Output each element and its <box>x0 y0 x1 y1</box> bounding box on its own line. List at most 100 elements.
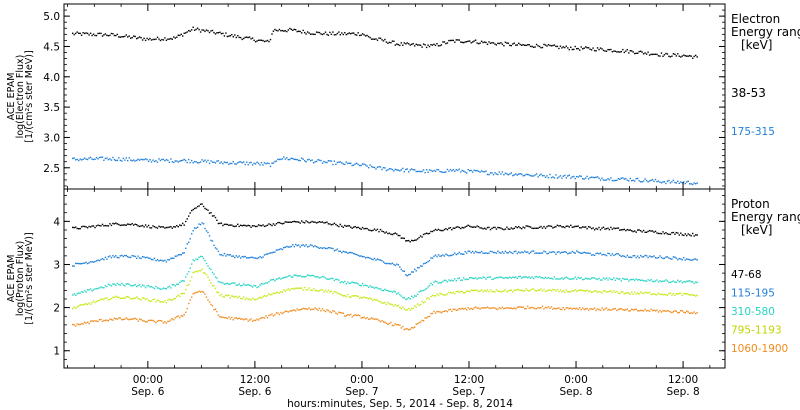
data-point <box>431 284 434 286</box>
data-point <box>390 168 392 170</box>
data-point <box>684 293 686 295</box>
data-point <box>623 178 625 180</box>
data-point <box>204 207 206 210</box>
data-point <box>541 46 544 49</box>
data-point <box>327 309 330 312</box>
data-point <box>351 252 353 254</box>
data-point <box>234 296 236 298</box>
data-point <box>248 225 251 227</box>
data-point <box>262 39 264 42</box>
data-point <box>500 276 502 278</box>
data-point <box>576 48 578 50</box>
data-point <box>150 286 153 288</box>
data-point <box>225 161 227 164</box>
data-point <box>113 34 116 37</box>
data-point <box>333 34 336 36</box>
data-point <box>378 288 380 290</box>
data-point <box>480 170 483 172</box>
data-point <box>614 279 617 281</box>
data-point <box>504 289 507 291</box>
data-point <box>596 291 599 293</box>
data-point <box>574 308 576 310</box>
data-point <box>290 221 292 223</box>
data-point <box>428 45 431 48</box>
data-point <box>488 173 490 176</box>
data-point <box>579 289 581 291</box>
data-point <box>226 282 228 285</box>
data-point <box>356 295 358 297</box>
data-point <box>293 158 295 161</box>
data-point <box>492 251 495 254</box>
data-point <box>683 234 685 237</box>
data-point <box>595 290 597 292</box>
data-point <box>525 276 527 278</box>
data-point <box>180 315 182 317</box>
data-point <box>474 289 477 291</box>
data-point <box>216 32 218 34</box>
data-point <box>641 231 643 233</box>
x-tick-time: 00:00 <box>133 374 163 386</box>
data-point <box>428 259 431 262</box>
data-point <box>489 276 492 278</box>
data-point <box>79 323 81 326</box>
data-point <box>416 267 419 269</box>
data-point <box>106 285 108 288</box>
data-point <box>586 252 588 254</box>
data-point <box>553 276 556 278</box>
data-point <box>259 317 261 320</box>
data-point <box>217 32 220 34</box>
data-point <box>347 314 349 316</box>
data-point <box>104 319 107 322</box>
data-point <box>418 170 420 173</box>
data-point <box>693 294 695 296</box>
data-point <box>113 223 116 225</box>
data-point <box>488 307 490 309</box>
data-point <box>219 295 221 297</box>
data-point <box>146 256 148 258</box>
data-point <box>364 297 367 299</box>
data-point <box>237 297 239 299</box>
data-point <box>327 223 330 225</box>
data-point <box>173 298 175 300</box>
data-point <box>485 252 487 254</box>
data-point <box>647 230 649 233</box>
data-point <box>641 292 643 294</box>
data-point <box>248 257 251 259</box>
data-point <box>405 328 407 330</box>
data-point <box>299 309 301 311</box>
data-point <box>480 307 483 309</box>
data-point <box>419 170 422 173</box>
data-point <box>341 294 343 296</box>
data-point <box>271 279 273 281</box>
data-point <box>546 307 548 309</box>
data-point <box>305 289 307 291</box>
data-point <box>589 226 591 228</box>
data-point <box>179 224 181 226</box>
data-point <box>348 162 350 164</box>
data-point <box>418 304 420 306</box>
data-point <box>138 159 141 161</box>
data-point <box>573 290 575 292</box>
data-point <box>327 278 330 280</box>
data-point <box>122 318 124 321</box>
data-point <box>503 277 505 279</box>
data-point <box>170 299 172 301</box>
data-point <box>204 293 206 295</box>
data-point <box>690 259 692 261</box>
data-point <box>138 36 141 38</box>
data-point <box>464 292 466 294</box>
data-point <box>125 34 127 36</box>
data-point <box>168 38 171 40</box>
data-point <box>366 256 368 259</box>
data-point <box>683 311 685 313</box>
data-point <box>234 317 236 319</box>
data-point <box>170 287 172 289</box>
data-point <box>198 269 200 272</box>
data-point <box>370 286 373 288</box>
data-point <box>192 26 194 28</box>
data-point <box>320 221 322 223</box>
data-point <box>186 307 188 310</box>
data-point <box>650 179 652 181</box>
data-point <box>559 278 562 280</box>
data-point <box>540 252 542 254</box>
